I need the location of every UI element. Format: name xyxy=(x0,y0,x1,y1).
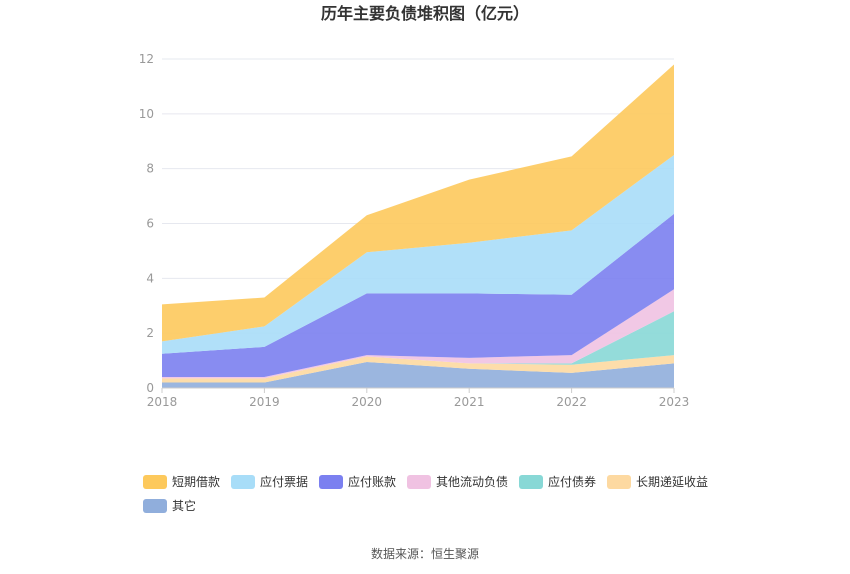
legend-swatch[interactable] xyxy=(607,475,631,489)
legend-swatch[interactable] xyxy=(231,475,255,489)
x-tick-label: 2022 xyxy=(556,395,587,409)
series-area-3 xyxy=(162,289,674,379)
legend-label[interactable]: 应付债券 xyxy=(548,474,596,489)
y-tick-label: 12 xyxy=(139,52,154,66)
legend-swatch[interactable] xyxy=(519,475,543,489)
legend-label[interactable]: 应付账款 xyxy=(348,474,396,489)
legend-label[interactable]: 其他流动负债 xyxy=(436,475,508,489)
legend-swatch[interactable] xyxy=(319,475,343,489)
legend-swatch[interactable] xyxy=(143,475,167,489)
series-area-0 xyxy=(162,361,674,388)
y-tick-label: 2 xyxy=(146,326,154,340)
area-series xyxy=(162,64,674,388)
x-tick-label: 2020 xyxy=(352,395,383,409)
series-area-1 xyxy=(162,355,674,383)
y-tick-label: 0 xyxy=(146,381,154,395)
legend-swatch[interactable] xyxy=(143,499,167,513)
data-source: 数据来源：恒生聚源 xyxy=(371,546,479,561)
legend-swatch[interactable] xyxy=(407,475,431,489)
x-tick-label: 2021 xyxy=(454,395,485,409)
axes: 0 2 4 6 8 10 12 2018 2019 2020 2021 2022 2023 xyxy=(139,52,690,409)
x-tick-label: 2023 xyxy=(659,395,690,409)
legend-label[interactable]: 短期借款 xyxy=(172,475,220,489)
y-tick-label: 8 xyxy=(146,162,154,176)
y-tick-label: 10 xyxy=(139,107,154,121)
series-area-4 xyxy=(162,213,674,378)
y-tick-label: 4 xyxy=(146,271,154,285)
series-area-6 xyxy=(162,64,674,342)
legend-label[interactable]: 应付票据 xyxy=(260,474,308,489)
series-area-5 xyxy=(162,154,674,354)
y-tick-label: 6 xyxy=(146,217,154,231)
legend-label[interactable]: 其它 xyxy=(172,498,196,513)
chart-title: 历年主要负债堆积图（亿元） xyxy=(321,4,529,23)
legend-label[interactable]: 长期递延收益 xyxy=(636,475,708,489)
x-tick-label: 2019 xyxy=(249,395,280,409)
x-tick-label: 2018 xyxy=(147,395,178,409)
